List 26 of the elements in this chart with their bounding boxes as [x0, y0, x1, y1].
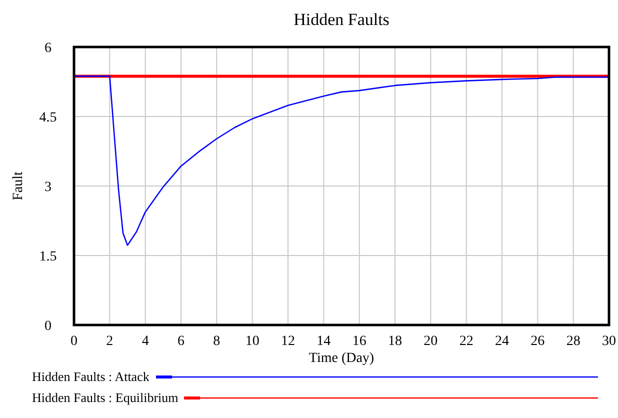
x-tick-label: 18	[388, 334, 402, 349]
y-tick-label: 0	[44, 319, 52, 334]
y-tick-label: 4.5	[39, 110, 57, 126]
x-tick-label: 4	[142, 334, 149, 349]
x-tick-label: 12	[281, 334, 295, 349]
x-tick-label: 22	[459, 334, 474, 349]
x-tick-label: 10	[245, 334, 260, 349]
x-tick-label: 20	[424, 334, 438, 349]
x-tick-label: 14	[316, 334, 331, 349]
x-axis-title: Time (Day)	[308, 351, 374, 366]
x-tick-label: 6	[178, 334, 184, 349]
x-tick-label: 16	[352, 334, 366, 349]
legend-label: Hidden Faults : Equilibrium	[32, 390, 178, 405]
y-axis-title: Fault	[11, 172, 26, 200]
y-tick-label: 6	[44, 41, 52, 56]
x-tick-label: 30	[602, 334, 616, 349]
x-tick-label: 8	[213, 334, 220, 349]
legend-label: Hidden Faults : Attack	[32, 369, 150, 384]
x-tick-label: 0	[70, 334, 78, 349]
x-tick-label: 2	[106, 334, 114, 349]
chart-title: Hidden Faults	[294, 10, 390, 29]
y-tick-label: 3	[44, 180, 52, 195]
x-tick-label: 24	[495, 334, 509, 349]
x-tick-label: 26	[530, 334, 545, 349]
x-tick-label: 28	[566, 334, 580, 349]
y-tick-label: 1.5	[39, 250, 57, 264]
